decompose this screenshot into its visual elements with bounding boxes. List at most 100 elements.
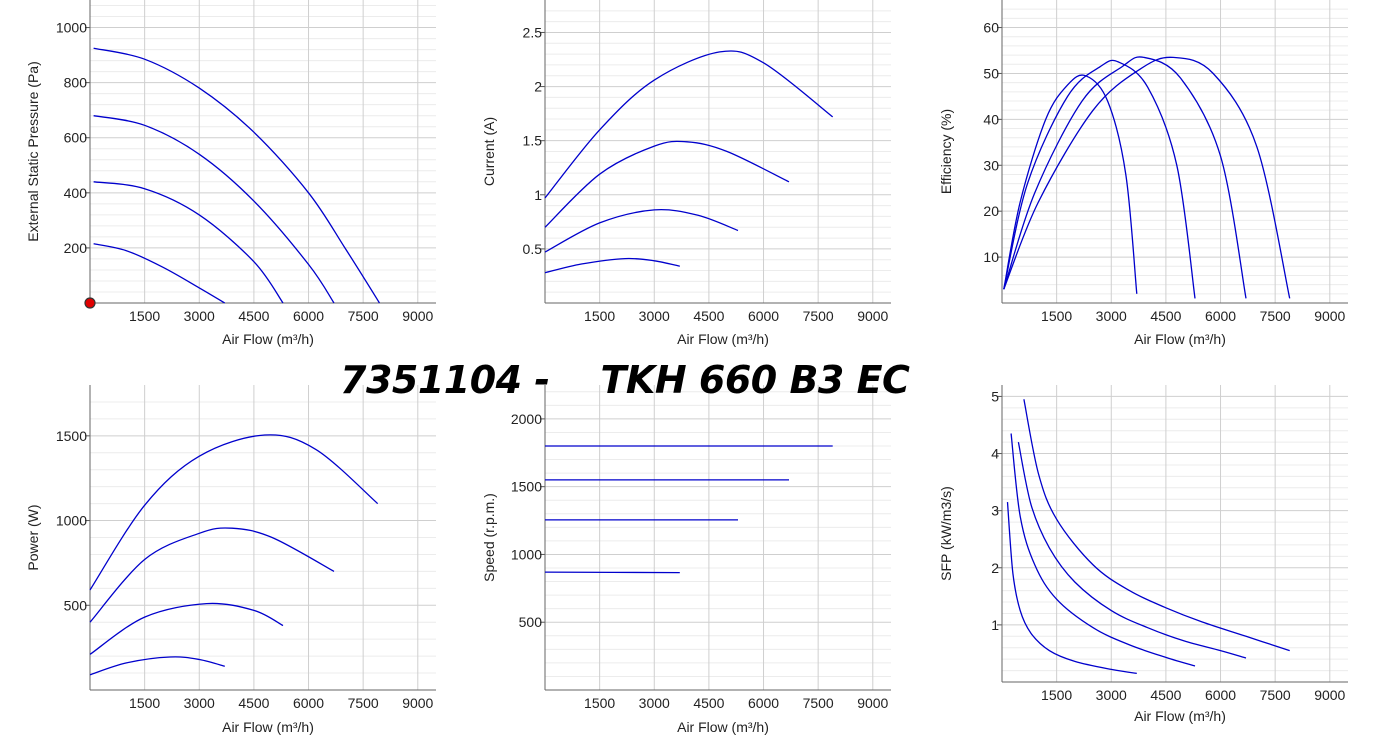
y-tick-label: 2: [534, 79, 542, 95]
series-line-3: [89, 527, 335, 623]
y-axis-label: Current (A): [481, 117, 497, 186]
y-tick-label: 40: [983, 111, 999, 127]
x-tick-label: 6000: [293, 308, 324, 324]
series-line-3: [93, 115, 335, 304]
series-line-4: [89, 434, 379, 591]
y-tick-label: 2: [991, 560, 999, 576]
y-tick-label: 10: [983, 249, 999, 265]
x-tick-label: 4500: [693, 308, 724, 324]
x-tick-label: 1500: [584, 308, 615, 324]
series-line-2: [93, 181, 284, 304]
series-line-3: [1003, 56, 1247, 299]
x-tick-label: 1500: [1041, 687, 1072, 703]
series-line-4: [93, 47, 381, 304]
y-tick-label: 1.5: [523, 133, 543, 149]
series-line-1: [544, 257, 680, 274]
x-tick-label: 3000: [184, 308, 215, 324]
operating-point-marker[interactable]: [84, 297, 96, 309]
x-tick-label: 7500: [348, 308, 379, 324]
y-axis-label: Power (W): [25, 504, 41, 570]
y-tick-label: 3: [991, 503, 999, 519]
y-tick-label: 600: [64, 130, 88, 146]
chart-current: 0.5 1 1.5 2 2.5 1500 3000 4500 6000 7500 9000 Air F…: [481, 0, 891, 347]
series-line-3: [544, 140, 790, 228]
x-axis-label: Air Flow (m³/h): [677, 719, 769, 735]
x-tick-label: 7500: [803, 308, 834, 324]
x-tick-label: 1500: [1041, 308, 1072, 324]
series-line-2: [1010, 433, 1196, 667]
x-tick-label: 1500: [129, 695, 160, 711]
y-tick-label: 500: [64, 597, 88, 613]
x-tick-label: 7500: [1260, 687, 1291, 703]
series-line-1: [89, 656, 225, 676]
series-line-2: [544, 208, 739, 253]
y-tick-label: 500: [519, 614, 543, 630]
y-tick-label: 1000: [56, 513, 87, 529]
x-tick-label: 3000: [184, 695, 215, 711]
x-tick-label: 7500: [803, 695, 834, 711]
x-tick-label: 6000: [748, 695, 779, 711]
series-line-1: [1003, 74, 1138, 294]
x-axis-label: Air Flow (m³/h): [1134, 331, 1226, 347]
y-tick-label: 50: [983, 65, 999, 81]
y-tick-label: 2.5: [523, 24, 543, 40]
series-line-3: [1017, 441, 1247, 659]
x-tick-label: 4500: [1150, 687, 1181, 703]
x-tick-label: 9000: [1314, 308, 1345, 324]
x-tick-label: 4500: [238, 695, 269, 711]
y-tick-label: 4: [991, 446, 999, 462]
x-tick-label: 6000: [1205, 687, 1236, 703]
series-line-4: [544, 50, 834, 199]
x-tick-label: 4500: [238, 308, 269, 324]
y-tick-label: 1000: [511, 546, 542, 562]
chart-sfp: 1 2 3 4 5 1500 3000 4500 6000 7500 9000 Air Flow (m…: [938, 385, 1348, 724]
y-tick-label: 800: [64, 75, 88, 91]
series-line-2: [1003, 59, 1196, 299]
x-tick-label: 3000: [639, 695, 670, 711]
series-line-2: [89, 602, 284, 655]
series-line-1: [93, 243, 226, 304]
y-tick-label: 1000: [56, 20, 87, 36]
y-tick-label: 60: [983, 20, 999, 36]
x-tick-label: 7500: [348, 695, 379, 711]
x-axis-label: Air Flow (m³/h): [1134, 708, 1226, 724]
x-tick-label: 1500: [129, 308, 160, 324]
x-tick-label: 9000: [402, 695, 433, 711]
series-line-4: [1023, 399, 1290, 652]
chart-power: 500 1000 1500 1500 3000 4500 6000 7500 9000 Air F…: [25, 385, 436, 735]
x-axis-label: Air Flow (m³/h): [677, 331, 769, 347]
y-tick-label: 1500: [56, 428, 87, 444]
x-tick-label: 6000: [1205, 308, 1236, 324]
y-axis-label: Efficiency (%): [938, 109, 954, 194]
x-axis-label: Air Flow (m³/h): [222, 331, 314, 347]
y-tick-label: 1: [534, 187, 542, 203]
chart-pressure: 200 400 600 800 1000 1500 3000 4500 6000 7500 9000…: [25, 0, 436, 347]
x-tick-label: 9000: [402, 308, 433, 324]
chart-speed: 500 1000 1500 2000 1500 3000 4500 6000 7500 9000 A…: [481, 385, 891, 735]
series-line-4: [1003, 56, 1291, 299]
y-tick-label: 20: [983, 203, 999, 219]
x-tick-label: 6000: [293, 695, 324, 711]
y-tick-label: 1500: [511, 479, 542, 495]
chart-efficiency: 10 20 30 40 50 60 1500 3000 4500 6000 7500 9000 Air …: [938, 0, 1348, 347]
y-tick-label: 400: [64, 185, 88, 201]
x-tick-label: 1500: [584, 695, 615, 711]
y-tick-label: 30: [983, 157, 999, 173]
y-tick-label: 2000: [511, 411, 542, 427]
x-axis-label: Air Flow (m³/h): [222, 719, 314, 735]
x-tick-label: 3000: [639, 308, 670, 324]
series-line-1: [544, 571, 680, 574]
y-axis-label: SFP (kW/m3/s): [938, 486, 954, 581]
y-tick-label: 200: [64, 240, 88, 256]
x-tick-label: 9000: [857, 695, 888, 711]
x-tick-label: 9000: [857, 308, 888, 324]
y-tick-label: 5: [991, 388, 999, 404]
y-axis-label: Speed (r.p.m.): [481, 493, 497, 582]
x-tick-label: 9000: [1314, 687, 1345, 703]
series-line-1: [1006, 502, 1137, 675]
x-tick-label: 3000: [1096, 687, 1127, 703]
page-title: 7351104 - TKH 660 B3 EC: [340, 358, 910, 402]
x-tick-label: 4500: [1150, 308, 1181, 324]
y-axis-label: External Static Pressure (Pa): [25, 61, 41, 242]
